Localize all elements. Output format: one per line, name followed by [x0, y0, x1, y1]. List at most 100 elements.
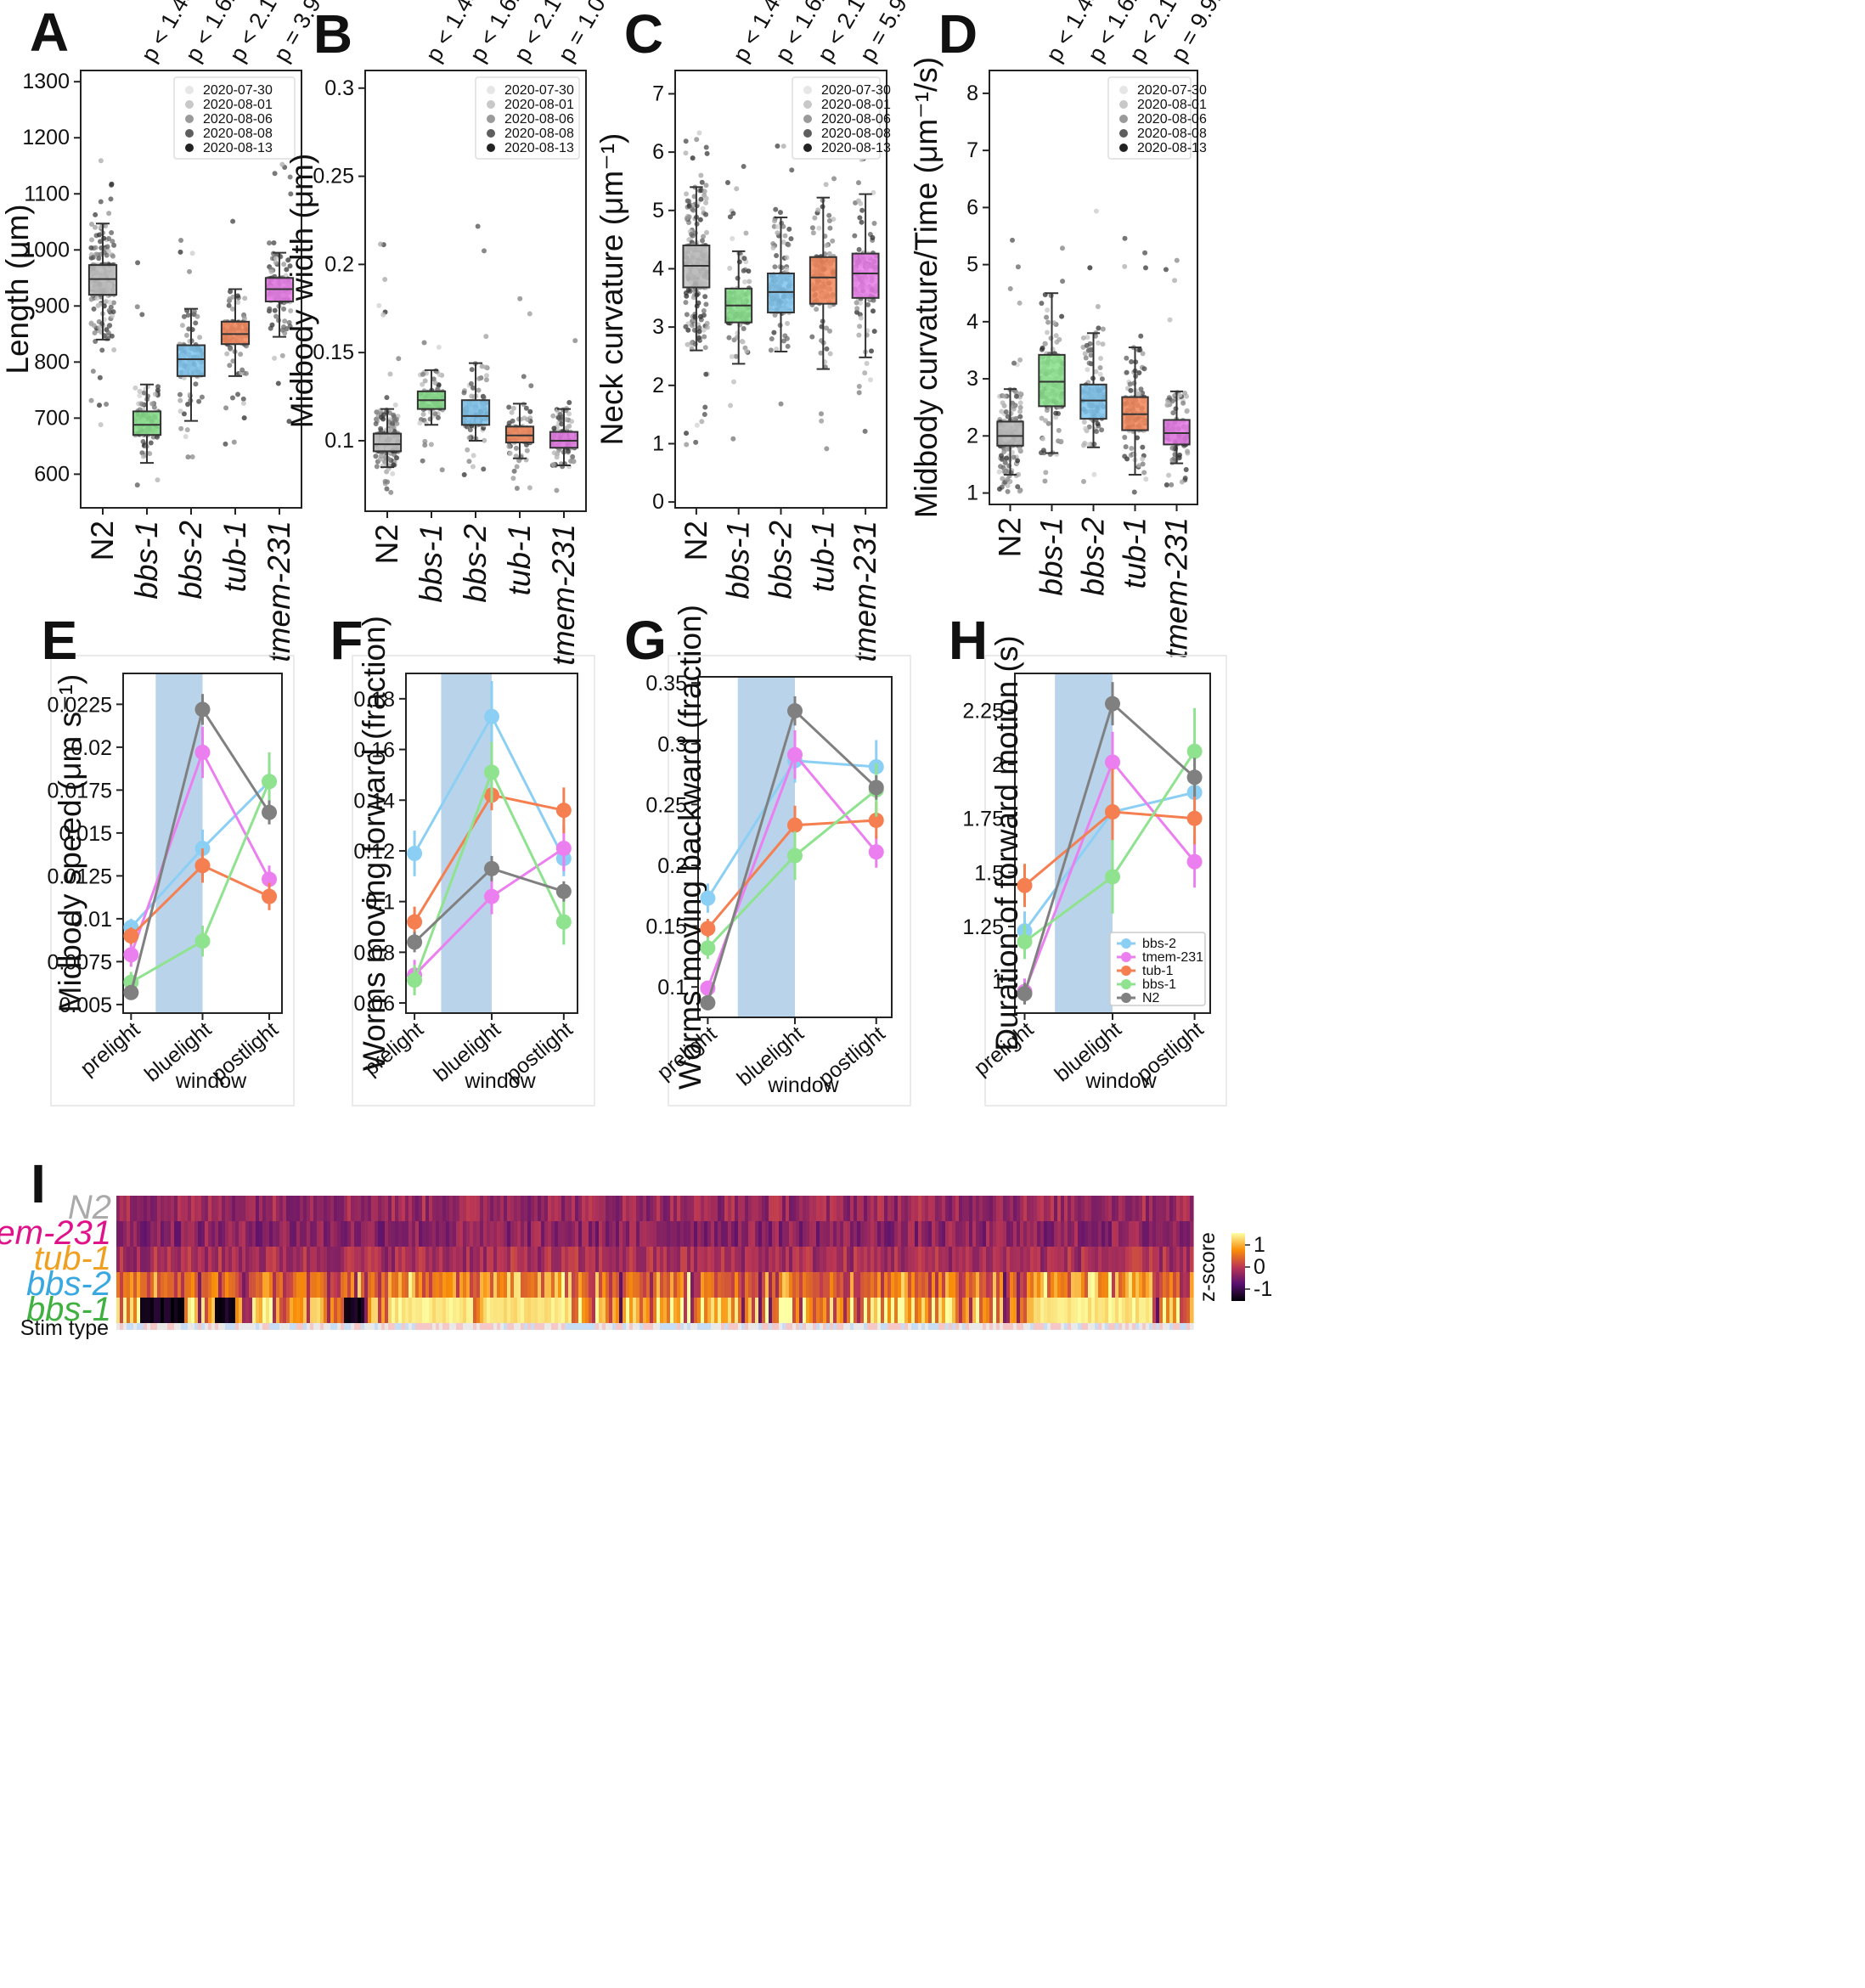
data-point	[262, 804, 278, 820]
data-point	[787, 746, 803, 763]
y-tick-label: 7	[652, 82, 664, 105]
data-point	[1105, 869, 1120, 885]
data-point	[1186, 853, 1203, 870]
heatmap-row-tmem-231	[116, 1221, 1194, 1247]
series-tmem-231	[700, 730, 884, 996]
y-tick-label: 600	[34, 462, 70, 486]
data-point	[123, 947, 139, 963]
box-N2	[372, 408, 403, 469]
y-tick-label: 2	[992, 753, 1004, 777]
y-tick-label: 0.15	[645, 915, 687, 939]
panel-label-e: E	[42, 610, 78, 671]
y-tick-label: 0.2	[324, 252, 354, 276]
legend-entry: 2020-08-01	[1137, 98, 1207, 112]
heatmap-row-label: bbs-2	[26, 1265, 111, 1303]
y-tick-label: 1100	[24, 182, 70, 206]
legend-entry: 2020-07-30	[203, 83, 273, 98]
y-tick-label: 0.1	[657, 976, 687, 1000]
heatmap-row-bbs-1	[116, 1298, 1194, 1323]
legend-entry: N2	[1142, 991, 1160, 1005]
data-point	[1105, 696, 1120, 712]
data-point	[1186, 810, 1203, 826]
data-point	[407, 845, 423, 861]
data-point	[700, 890, 716, 906]
heatmap-row-N2	[116, 1196, 1194, 1221]
data-point	[700, 940, 716, 956]
box-tub-1	[220, 288, 251, 377]
legend-entry: 2020-08-01	[203, 98, 273, 112]
colorbar	[1231, 1233, 1245, 1301]
y-tick-label: 1	[652, 431, 664, 455]
heatmap-row-label: bbs-1	[26, 1291, 111, 1328]
box-bbs-1	[416, 369, 447, 426]
data-point	[194, 701, 211, 718]
y-axis-label: Neck curvature (μm⁻¹)	[594, 133, 629, 446]
x-tick-label-tmem-231: tmem-231	[848, 521, 882, 662]
x-tick-label: prelight	[76, 1017, 144, 1080]
heatmap-row-label: tub-1	[34, 1240, 111, 1277]
x-tick-label-bbs-2: bbs-2	[763, 521, 798, 600]
legend-entry: 2020-08-13	[821, 141, 891, 155]
box-N2	[996, 388, 1024, 476]
box-tub-1	[1121, 346, 1149, 476]
y-tick-label: 0.1	[324, 429, 354, 453]
legend-entry: 2020-08-08	[821, 127, 891, 141]
colorbar-tick-label: 1	[1254, 1233, 1265, 1257]
legend-entry: 2020-08-13	[1137, 141, 1207, 155]
x-tick-label-tub-1: tub-1	[1118, 517, 1152, 589]
date-legend	[792, 76, 881, 160]
legend-entry: bbs-1	[1142, 977, 1176, 992]
y-tick-label: 2	[652, 374, 664, 397]
y-tick-label: 0.12	[353, 840, 395, 864]
legend-entry: 2020-07-30	[821, 83, 891, 98]
series-tub-1	[123, 848, 278, 945]
data-point	[1017, 877, 1033, 893]
legend-entry: 2020-07-30	[504, 83, 574, 98]
y-tick-label: 0.01	[70, 908, 112, 932]
x-tick-label-N2: N2	[679, 521, 713, 560]
y-tick-label: 0.2	[657, 854, 687, 878]
panel-label-f: F	[330, 610, 363, 671]
data-point	[555, 883, 572, 899]
data-point	[407, 914, 423, 930]
x-axis-label: window	[464, 1069, 536, 1093]
y-axis-label: Worms moving backward (fraction)	[673, 605, 707, 1090]
legend-entry: 2020-08-08	[1137, 127, 1207, 141]
y-tick-label: 2	[966, 424, 978, 448]
y-axis-label: Length (μm)	[0, 204, 35, 374]
series-N2	[123, 694, 278, 1000]
heatmap-row-bbs-2	[116, 1272, 1194, 1298]
y-tick-label: 1300	[22, 70, 70, 93]
legend-entry: 2020-07-30	[1137, 83, 1207, 98]
data-point	[123, 928, 139, 944]
x-tick-label-bbs-1: bbs-1	[414, 524, 448, 603]
data-point	[194, 744, 211, 760]
x-tick-label-bbs-1: bbs-1	[129, 521, 164, 600]
y-tick-label: 0.0075	[48, 950, 112, 974]
data-point	[1186, 743, 1203, 759]
y-tick-label: 1.5	[974, 861, 1004, 885]
data-point	[700, 921, 716, 937]
bluelight-band	[1055, 673, 1113, 1013]
box-tub-1	[504, 403, 535, 459]
y-tick-label: 0.15	[313, 341, 354, 364]
series-bbs-1	[407, 741, 572, 996]
panel-c-boxplot: C 0 1 2 3 4 5 6 7 Neck curvature (μm⁻¹) N2 bbs-1 bbs…	[594, 0, 936, 662]
data-point	[700, 994, 716, 1011]
box-bbs-1	[1038, 292, 1066, 454]
data-point	[1105, 804, 1120, 820]
y-tick-label: 0.1	[365, 891, 395, 915]
heatmap-row-tub-1	[116, 1247, 1194, 1272]
y-tick-label: 8	[966, 82, 978, 105]
data-point	[787, 817, 803, 833]
y-tick-label: 6	[652, 140, 664, 164]
data-point	[868, 844, 884, 860]
bluelight-band	[155, 673, 203, 1013]
y-tick-label: 0.0225	[48, 693, 112, 717]
x-tick-label-N2: N2	[993, 517, 1028, 557]
y-tick-label: 0.3	[324, 76, 354, 100]
date-legend	[173, 76, 296, 160]
data-point	[484, 764, 499, 780]
